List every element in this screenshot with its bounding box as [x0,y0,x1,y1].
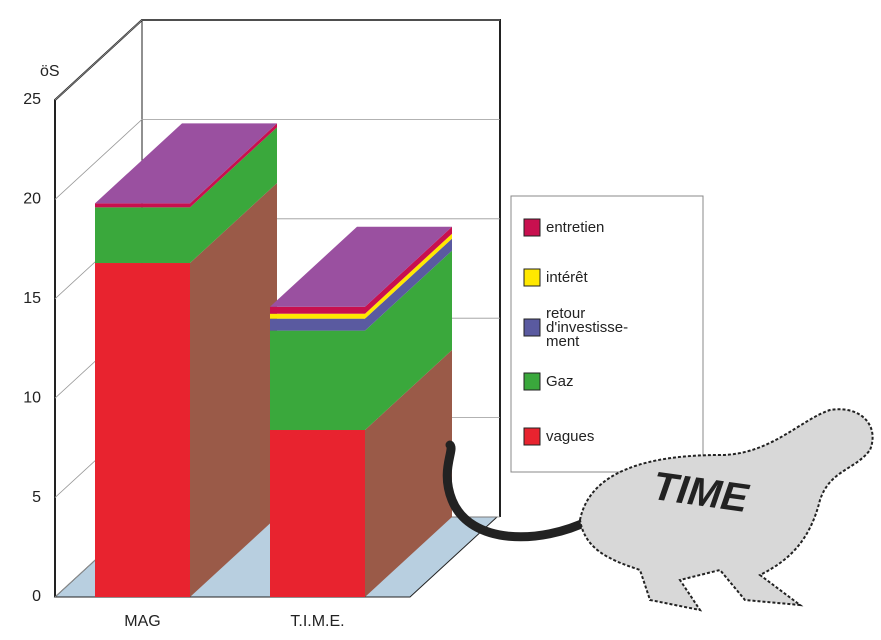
bar-segment [95,263,190,597]
cheetah-body [578,408,874,612]
legend-label: intérêt [546,269,588,286]
legend-swatch [523,427,541,446]
bar-side [365,238,452,331]
cheetah-logo: TIME [442,408,874,612]
bar-segment [270,306,365,314]
y-tick-label: 0 [32,588,41,605]
bar-top [270,226,452,307]
legend-label: entretien [546,219,605,236]
legend-swatch [523,218,541,237]
bar-side [365,250,452,431]
bar-side [190,123,277,208]
x-tick-label: MAG [124,613,160,630]
bar-segment [270,318,365,331]
legend-label: vagues [546,428,595,445]
y-tick-label: 25 [23,91,41,108]
bar-side [365,233,452,319]
bar-segment [270,313,365,319]
bar-side [190,127,277,264]
cheetah-tail [442,440,595,542]
grid-line [54,19,500,101]
bar-side [365,226,452,314]
legend-label: Gaz [546,373,574,390]
y-tick-label: 15 [23,290,41,307]
y-axis-label: öS [40,63,60,80]
x-tick-label: T.I.M.E. [290,613,344,630]
y-tick-label: 5 [32,489,41,506]
y-tick-label: 20 [23,191,41,208]
grid-line [54,119,500,200]
bar-top [95,123,277,204]
bar-segment [270,330,365,431]
legend-box [510,195,704,473]
y-tick-label: 10 [23,389,41,406]
legend-swatch [523,318,541,337]
legend-swatch [523,372,541,391]
legend-swatch [523,268,541,287]
bar-segment [270,430,365,597]
bar-segment [95,203,190,208]
legend-label: retour d'investisse-ment [546,305,629,350]
bar-side [365,350,452,597]
bar-side [190,183,277,598]
bar-segment [95,207,190,264]
